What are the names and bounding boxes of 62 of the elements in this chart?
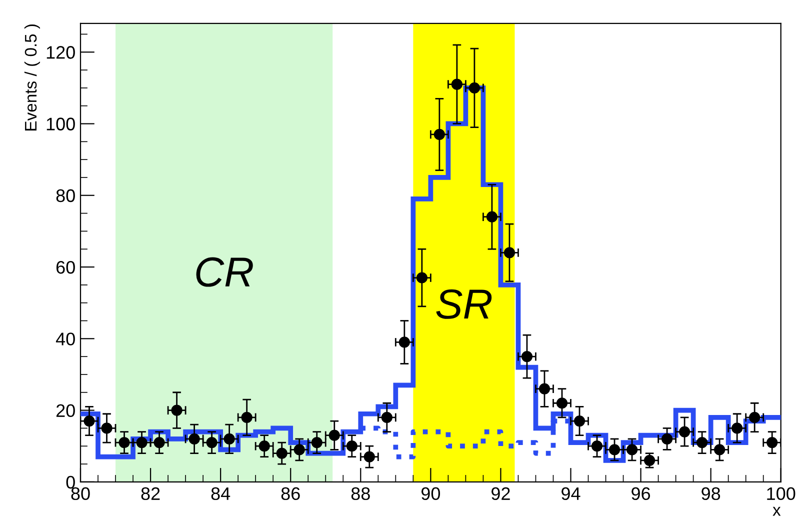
point <box>626 444 638 456</box>
point <box>276 448 288 459</box>
y-tick-label: 80 <box>56 189 75 202</box>
point <box>521 351 533 362</box>
y-tick-label: 60 <box>56 260 75 274</box>
point <box>364 451 375 462</box>
point <box>556 398 568 409</box>
point <box>749 412 760 424</box>
point <box>591 440 603 452</box>
point <box>154 436 165 448</box>
point <box>538 383 550 394</box>
x-tick-label: 100 <box>767 487 796 500</box>
x-tick-label: 96 <box>632 487 650 500</box>
point <box>644 454 656 466</box>
point <box>328 430 340 441</box>
point <box>574 415 586 427</box>
y-tick-label: 100 <box>46 118 75 130</box>
point <box>171 404 182 416</box>
point <box>416 272 428 284</box>
point <box>224 433 235 444</box>
point <box>101 422 112 434</box>
x-tick-label: 84 <box>211 487 230 500</box>
point <box>346 440 358 452</box>
x-tick-label: 80 <box>71 487 90 500</box>
point <box>311 436 322 448</box>
point <box>696 436 708 448</box>
x-tick-label: 88 <box>351 487 370 500</box>
point <box>188 433 200 444</box>
point <box>258 440 270 452</box>
point <box>241 412 252 424</box>
y-tick-label: 20 <box>56 404 75 418</box>
y-tick-label: 120 <box>46 46 75 59</box>
y-axis-title: Events / ( 0.5 ) <box>24 24 40 130</box>
point <box>398 336 410 348</box>
point <box>766 436 778 448</box>
x-axis-title: x <box>772 506 781 516</box>
point <box>608 444 620 456</box>
point <box>504 247 516 258</box>
point <box>661 433 673 444</box>
band-label: SR <box>436 289 492 319</box>
x-tick-label: 90 <box>421 487 440 500</box>
x-tick-label: 82 <box>141 487 160 500</box>
x-tick-label: 98 <box>702 487 720 500</box>
band-label: CR <box>196 257 253 287</box>
x-tick-label: 92 <box>492 487 510 500</box>
point <box>486 211 498 222</box>
point <box>118 436 130 448</box>
point <box>714 444 726 456</box>
point <box>136 436 148 448</box>
point <box>468 82 480 94</box>
point <box>84 415 95 427</box>
x-tick-label: 94 <box>562 487 580 500</box>
y-tick-label: 0 <box>66 476 75 489</box>
point <box>434 128 445 140</box>
y-tick-label: 40 <box>56 332 75 346</box>
point <box>451 78 462 90</box>
point <box>678 426 690 438</box>
point <box>732 422 743 434</box>
point <box>206 436 218 448</box>
point <box>381 412 392 424</box>
x-tick-label: 86 <box>281 487 300 500</box>
point <box>294 444 305 456</box>
